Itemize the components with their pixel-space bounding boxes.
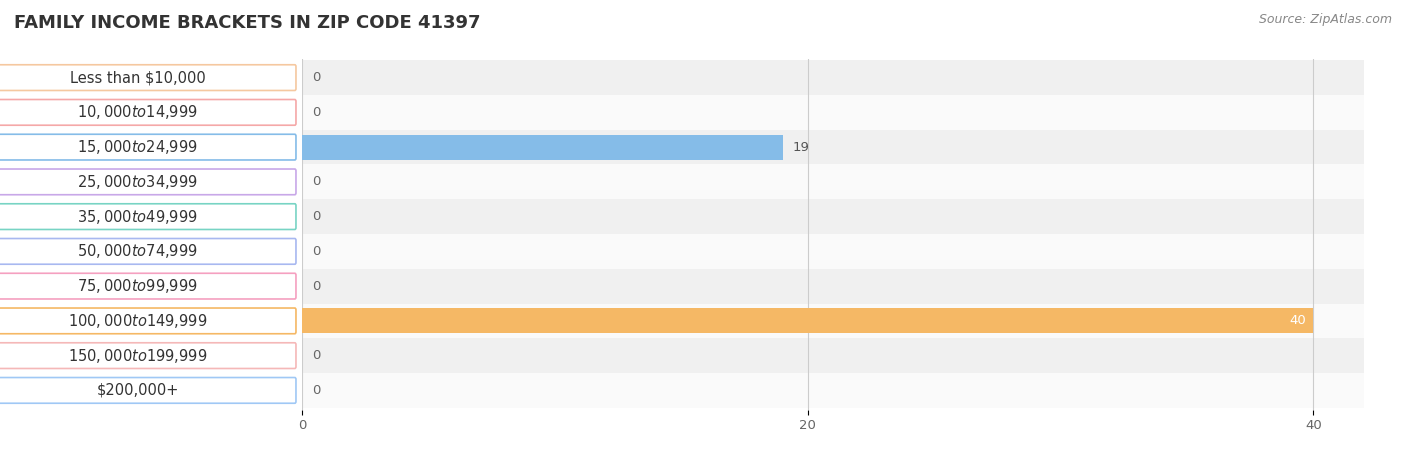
Text: 0: 0: [312, 210, 321, 223]
Bar: [302, 60, 1364, 95]
Text: $75,000 to $99,999: $75,000 to $99,999: [77, 277, 198, 295]
FancyBboxPatch shape: [0, 99, 297, 125]
Text: Source: ZipAtlas.com: Source: ZipAtlas.com: [1258, 14, 1392, 27]
FancyBboxPatch shape: [0, 273, 297, 299]
Text: 0: 0: [312, 176, 321, 189]
Bar: [302, 199, 1364, 234]
Bar: [302, 165, 1364, 199]
Bar: [302, 234, 1364, 269]
FancyBboxPatch shape: [0, 204, 297, 230]
Text: Less than $10,000: Less than $10,000: [70, 70, 205, 85]
Text: 19: 19: [793, 140, 810, 153]
FancyBboxPatch shape: [0, 169, 297, 195]
Bar: [302, 303, 1364, 338]
Text: 40: 40: [1289, 315, 1306, 328]
Text: $200,000+: $200,000+: [97, 383, 179, 398]
Bar: [302, 269, 1364, 303]
Text: 0: 0: [312, 106, 321, 119]
Text: 0: 0: [312, 384, 321, 397]
Bar: [302, 308, 1313, 333]
Text: $50,000 to $74,999: $50,000 to $74,999: [77, 243, 198, 261]
Text: $150,000 to $199,999: $150,000 to $199,999: [67, 346, 208, 364]
Text: 0: 0: [312, 71, 321, 84]
Text: $25,000 to $34,999: $25,000 to $34,999: [77, 173, 198, 191]
FancyBboxPatch shape: [0, 308, 297, 334]
Bar: [302, 135, 783, 160]
Bar: [302, 373, 1364, 408]
Bar: [302, 338, 1364, 373]
Text: $35,000 to $49,999: $35,000 to $49,999: [77, 207, 198, 225]
Text: FAMILY INCOME BRACKETS IN ZIP CODE 41397: FAMILY INCOME BRACKETS IN ZIP CODE 41397: [14, 14, 481, 32]
FancyBboxPatch shape: [0, 343, 297, 369]
FancyBboxPatch shape: [0, 378, 297, 403]
Text: $10,000 to $14,999: $10,000 to $14,999: [77, 104, 198, 122]
Text: 0: 0: [312, 349, 321, 362]
Text: 0: 0: [312, 279, 321, 292]
Text: 0: 0: [312, 245, 321, 258]
FancyBboxPatch shape: [0, 134, 297, 160]
FancyBboxPatch shape: [0, 65, 297, 90]
Text: $100,000 to $149,999: $100,000 to $149,999: [67, 312, 208, 330]
Bar: [302, 130, 1364, 165]
Bar: [302, 95, 1364, 130]
Text: $15,000 to $24,999: $15,000 to $24,999: [77, 138, 198, 156]
FancyBboxPatch shape: [0, 238, 297, 264]
